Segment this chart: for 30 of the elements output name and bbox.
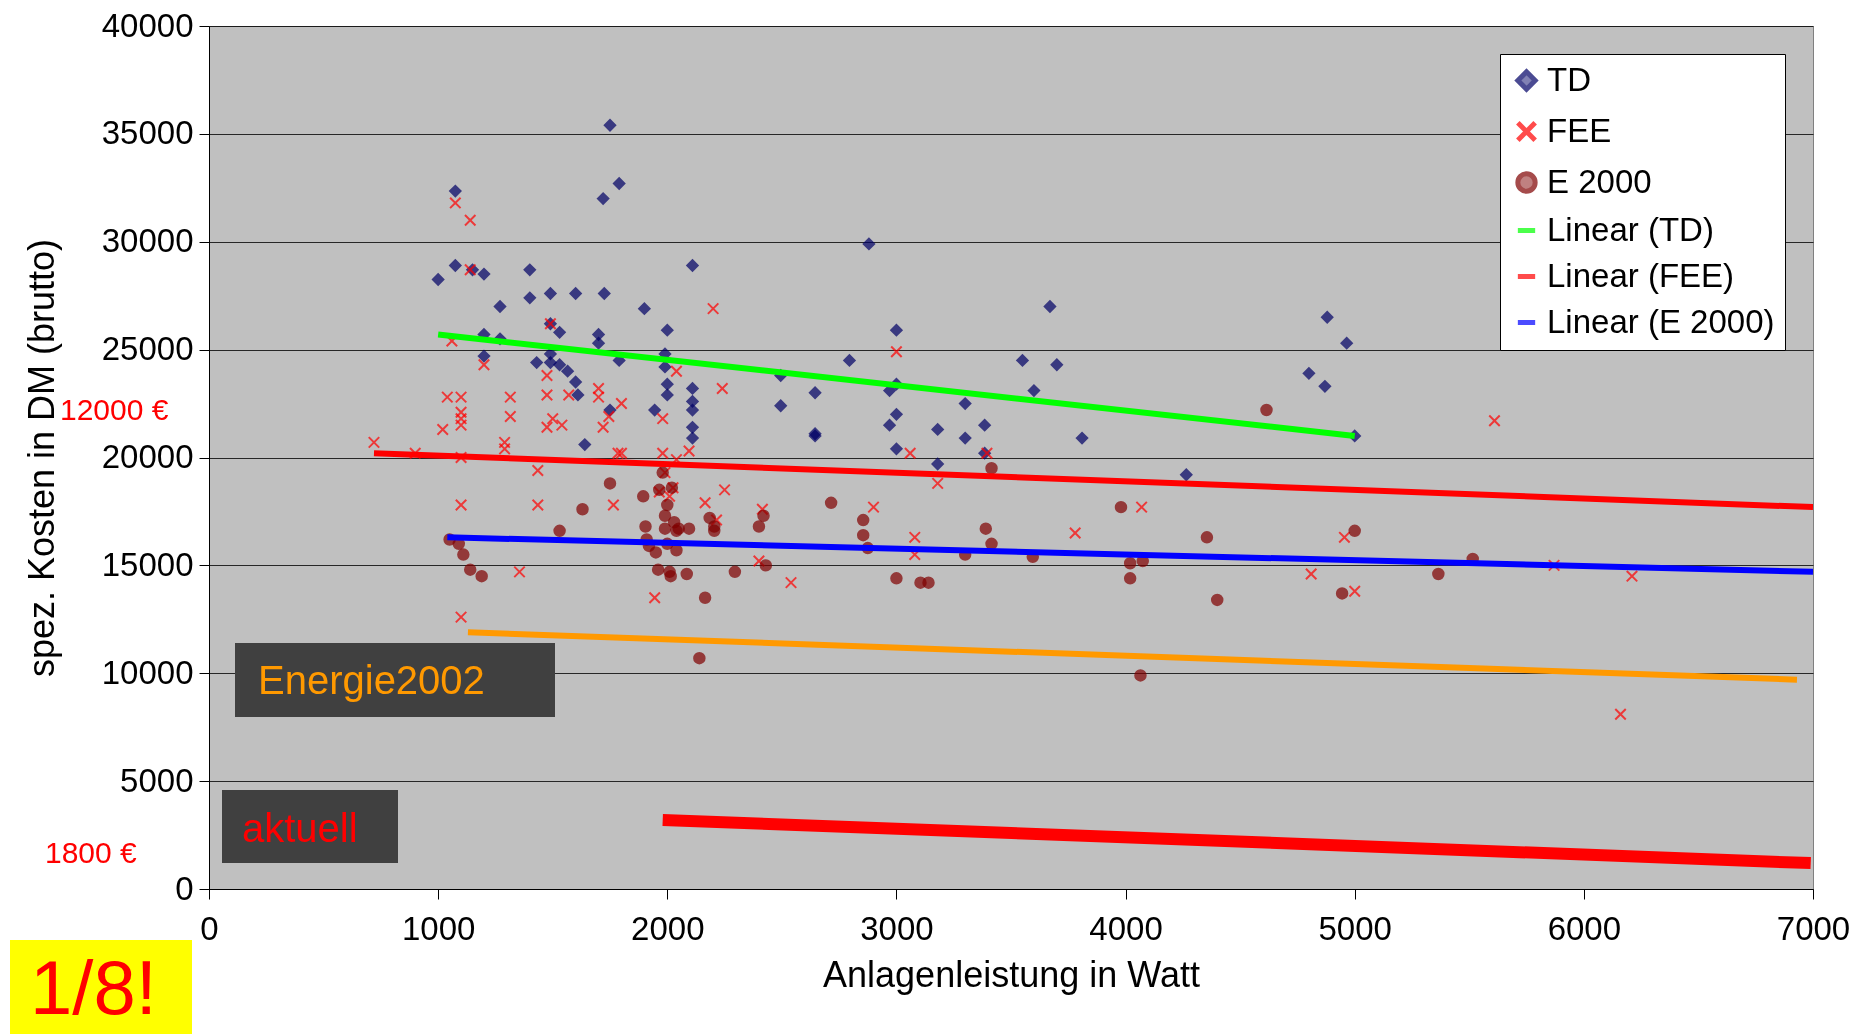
y-tick-label: 40000 [101,6,194,44]
legend-label: Linear (TD) [1547,210,1714,248]
y-tick-label: 30000 [101,222,194,260]
y-tick-label: 10000 [101,653,194,691]
x-tick-label: 7000 [1776,909,1851,947]
legend-label: TD [1547,60,1591,98]
text: 12000 € [60,393,169,426]
y-tick-label: 15000 [101,545,194,583]
text: 1/8! [30,945,157,1030]
legend-label: Linear (FEE) [1547,256,1735,294]
x-tick-label: 6000 [1547,909,1622,947]
legend-label: E 2000 [1547,162,1652,200]
text: 1800 € [45,836,137,869]
x-tick-label: 2000 [631,909,705,947]
y-tick-label: 35000 [101,114,194,152]
x-tick-label: 4000 [1089,909,1163,947]
y-tick-label: 5000 [120,761,194,799]
legend-label: Linear (E 2000) [1547,302,1775,340]
x-axis-title: Anlagenleistung in Watt [823,953,1200,995]
annotation: Energie2002 [258,658,485,702]
x-tick-label: 3000 [860,909,934,947]
y-axis-title: spez. Kosten in DM (brutto) [20,238,62,678]
annotation: aktuell [242,806,358,850]
y-tick-label: 20000 [101,438,194,475]
legend-label: FEE [1547,111,1612,149]
x-tick-label: 0 [200,909,219,947]
y-tick-label: 25000 [101,330,194,368]
x-tick-label: 5000 [1318,909,1392,947]
x-tick-label: 1000 [401,909,476,947]
y-tick-label: 0 [175,869,194,907]
